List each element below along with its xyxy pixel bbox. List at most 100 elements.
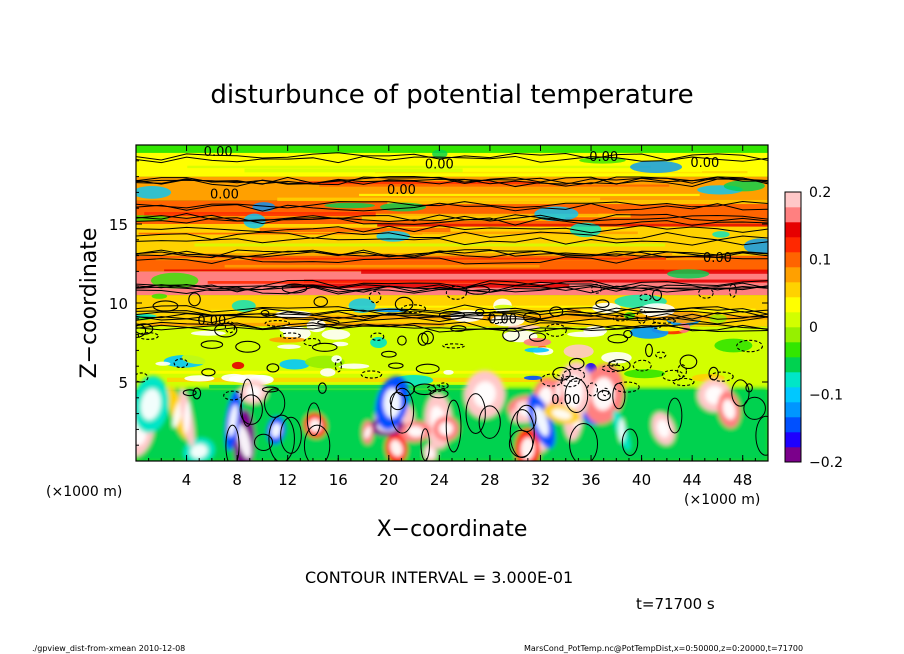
- contour-line: [136, 231, 768, 241]
- field-streak: [358, 231, 638, 235]
- colorbar-tick-label: 0.1: [809, 253, 831, 269]
- contour-loop: [136, 323, 154, 335]
- contour-loop: [188, 292, 201, 307]
- contour-loop: [601, 364, 625, 373]
- contour-loop: [564, 378, 589, 413]
- cell-core: [555, 383, 562, 399]
- contour-loop: [502, 327, 520, 342]
- y-axis: 5 10 15: [109, 160, 768, 446]
- y-tick-label: 10: [109, 295, 128, 313]
- contour-loop: [562, 368, 586, 382]
- negative-patch: [324, 202, 375, 209]
- y-axis-label: Z−coordinate: [77, 228, 102, 379]
- turbulent-patch: [523, 338, 552, 347]
- x-axis-label: X−coordinate: [377, 517, 528, 542]
- contour-loop: [235, 340, 261, 353]
- contour-loop: [264, 388, 286, 418]
- colorbar-tick-label: 0.2: [809, 185, 831, 201]
- time-text: t=71700 s: [636, 595, 715, 613]
- x-tick-label: 48: [733, 471, 752, 489]
- turbulent-patch: [228, 374, 273, 384]
- contour-value-label: 0.00: [387, 183, 416, 198]
- cell-core: [520, 437, 535, 461]
- colorbar-tick-label: −0.2: [809, 455, 843, 471]
- colorbar-segment: [785, 372, 801, 388]
- turbulent-patch: [155, 361, 171, 366]
- negative-patch: [569, 222, 602, 238]
- negative-patch: [136, 186, 172, 199]
- contour-line: [136, 249, 768, 259]
- field-streak: [194, 243, 666, 247]
- x-tick-label: 16: [329, 471, 348, 489]
- x-tick-label: 20: [379, 471, 398, 489]
- contour-lines: [136, 152, 768, 461]
- contour-loop: [465, 393, 486, 434]
- contour-loop: [475, 308, 485, 316]
- colorbar-segment: [785, 357, 801, 373]
- cell-core: [656, 419, 670, 438]
- contour-loop: [268, 414, 295, 461]
- contour-line: [136, 249, 768, 258]
- colorbar-segment: [785, 252, 801, 268]
- field-streak: [296, 291, 727, 295]
- contour-loop: [280, 416, 302, 454]
- turbulent-patch: [190, 330, 226, 336]
- contour-loop: [608, 360, 618, 367]
- contour-loop: [708, 366, 719, 381]
- colorbar-segment: [785, 267, 801, 283]
- colorbar-tick-label: −0.1: [809, 388, 843, 404]
- contour-loop: [709, 371, 734, 382]
- contour-loop: [415, 363, 440, 374]
- x-tick-label: 32: [531, 471, 550, 489]
- colorbar-segment: [785, 447, 801, 463]
- field-streak: [187, 165, 651, 169]
- contour-interval-text: CONTOUR INTERVAL = 3.000E-01: [305, 568, 573, 587]
- contour-loop: [281, 283, 308, 294]
- contour-loop: [317, 382, 327, 394]
- turbulent-patch: [181, 351, 221, 365]
- colorbar-segment: [785, 417, 801, 433]
- contour-loop: [445, 285, 468, 300]
- contour-loop: [445, 399, 462, 453]
- turbulent-patch: [592, 302, 621, 313]
- contour-loop: [478, 405, 501, 439]
- contour-line: [136, 323, 768, 332]
- turbulent-patch: [714, 338, 753, 353]
- x-tick-label: 24: [430, 471, 449, 489]
- cell-core: [237, 424, 252, 459]
- turbulent-patch: [491, 314, 525, 327]
- contour-loop: [655, 351, 667, 359]
- contour-line: [136, 285, 768, 295]
- contour-loop: [137, 332, 159, 340]
- cell-core: [140, 388, 161, 421]
- turbulent-patch: [320, 368, 336, 377]
- contour-loop: [313, 296, 328, 308]
- contour-loop: [368, 290, 382, 304]
- x-tick-label: 4: [182, 471, 192, 489]
- contour-loop: [394, 296, 414, 312]
- cell-core: [534, 406, 549, 437]
- colorbar-segment: [785, 192, 801, 208]
- cell-core: [473, 381, 496, 408]
- field-streak: [244, 168, 463, 173]
- x-unit-label-left: (×1000 m): [46, 484, 122, 500]
- contour-loop: [672, 377, 695, 387]
- contour-loop: [661, 369, 684, 382]
- contour-loop: [508, 429, 534, 458]
- convective-cells: [136, 361, 768, 461]
- x-tick-label: 40: [632, 471, 651, 489]
- contour-loop: [528, 332, 547, 342]
- contour-loop: [370, 332, 385, 341]
- cell-core: [722, 399, 736, 420]
- footer-left-text: ./gpview_dist-from-xmean 2010-12-08: [32, 644, 185, 653]
- contour-loop: [612, 382, 626, 410]
- contour-line: [136, 312, 768, 321]
- contour-line: [136, 310, 768, 319]
- contour-loop: [201, 368, 216, 377]
- turbulent-patch: [624, 369, 666, 379]
- turbulent-patch: [480, 340, 503, 351]
- contour-loop: [390, 387, 415, 434]
- contour-loop: [595, 299, 610, 309]
- turbulent-patch: [269, 336, 306, 343]
- chart-title: disturbunce of potential temperature: [210, 80, 693, 110]
